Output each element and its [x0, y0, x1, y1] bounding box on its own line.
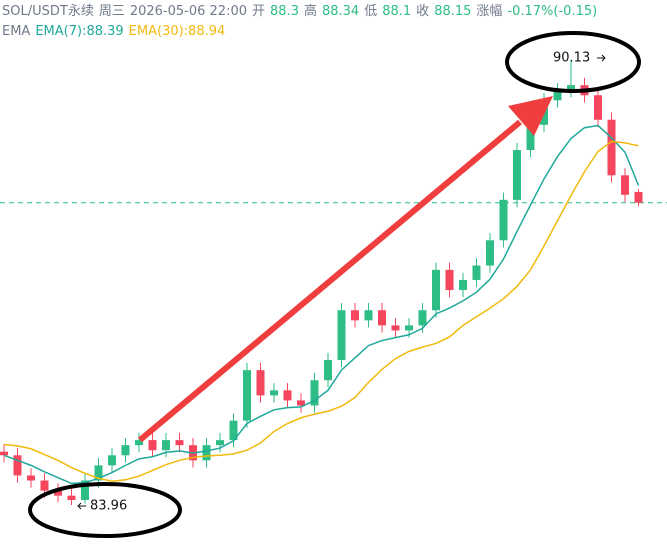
low-label: 低 — [364, 4, 378, 19]
red-arrow-head — [508, 96, 553, 136]
candle-body — [391, 325, 400, 331]
candle-body — [67, 495, 76, 501]
close-label: 收 — [416, 4, 430, 19]
candle-body — [486, 240, 494, 266]
close-value: 88.15 — [434, 4, 472, 19]
datetime: 2026-05-06 22:00 — [129, 4, 247, 19]
high-label: 高 — [303, 4, 317, 19]
candle-body — [54, 490, 62, 496]
symbol[interactable]: SOL/USDT永续 — [2, 4, 94, 19]
candle-body — [553, 90, 562, 101]
candle-body — [310, 380, 319, 406]
indicator-row: EMA EMA(7):88.39 EMA(30):88.94 — [2, 22, 597, 42]
candle-body — [607, 119, 616, 176]
candle-body — [432, 269, 440, 311]
candle-body — [121, 445, 130, 456]
ema7-legend: EMA(7):88.39 — [35, 24, 124, 39]
candle-body — [337, 310, 346, 361]
open-label: 开 — [252, 4, 266, 19]
candle-body — [472, 265, 481, 280]
ema-line — [3, 124, 640, 485]
candle-body — [270, 390, 278, 396]
candle-body — [364, 310, 373, 321]
high-value: 88.34 — [321, 4, 360, 19]
candle-body — [13, 455, 22, 476]
candle-body — [94, 465, 103, 481]
candle-body — [324, 360, 332, 381]
highlight-ellipse — [505, 31, 641, 93]
candle-body — [27, 475, 35, 481]
candle-body — [351, 310, 359, 321]
low-value: 88.1 — [382, 4, 412, 19]
change-pct: -0.17% — [507, 4, 554, 19]
candle-body — [0, 451, 8, 456]
change-label: 涨幅 — [476, 4, 503, 19]
candle-body — [567, 85, 575, 91]
highlight-ellipse — [28, 482, 182, 538]
open-value: 88.3 — [270, 4, 299, 19]
candle-body — [256, 370, 265, 396]
candle-body — [229, 420, 238, 441]
ema30-legend: EMA(30):88.94 — [128, 24, 226, 39]
header-row: SOL/USDT永续 周三 2026-05-06 22:00 开 88.3 高 … — [2, 2, 597, 22]
candle-body — [216, 440, 224, 446]
candle-body — [81, 480, 89, 501]
candle-body — [621, 175, 629, 195]
candle-body — [243, 370, 251, 421]
candle-body — [202, 445, 211, 461]
candle-body — [40, 480, 49, 491]
candle-body — [526, 124, 535, 151]
candle-body — [148, 440, 157, 451]
candle-body — [634, 191, 643, 203]
candle-body — [594, 95, 602, 120]
ema-line — [3, 140, 639, 483]
candle-body — [283, 390, 292, 401]
candle-body — [499, 199, 508, 241]
candle-body — [459, 279, 467, 291]
candle-body — [445, 269, 454, 291]
candle-body — [162, 440, 170, 451]
plot — [0, 59, 667, 506]
high-annotation: 90.13 — [553, 51, 590, 66]
low-annotation: 83.96 — [90, 499, 127, 514]
candle-body — [108, 455, 116, 466]
candle-body — [297, 400, 305, 406]
header: SOL/USDT永续 周三 2026-05-06 22:00 开 88.3 高 … — [2, 2, 597, 42]
candle-body — [418, 310, 427, 326]
candle-body — [175, 440, 184, 446]
weekday: 周三 — [98, 4, 125, 19]
candle-body — [378, 310, 386, 326]
candle-body — [405, 325, 413, 331]
annotation-arrow — [597, 54, 606, 62]
candle-body — [513, 150, 521, 200]
candle-body — [135, 440, 143, 446]
indicator[interactable]: EMA — [2, 24, 31, 39]
annotation-arrow — [77, 502, 86, 510]
red-arrow — [138, 119, 522, 443]
change-abs: (-0.15) — [553, 4, 598, 19]
